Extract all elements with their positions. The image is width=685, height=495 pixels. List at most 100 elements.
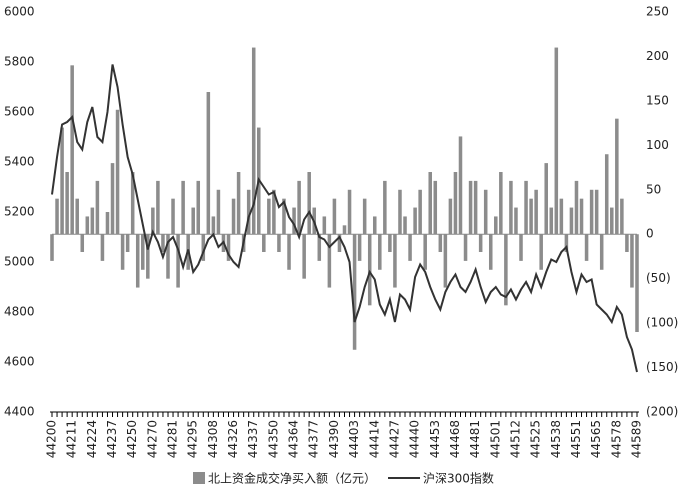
x-tick-label: 44578 (609, 420, 623, 458)
bar (246, 189, 251, 235)
bar (125, 234, 130, 252)
x-tick-label: 44350 (266, 420, 280, 458)
bar (458, 136, 463, 235)
x-tick-label: 44281 (166, 420, 180, 458)
bar (403, 216, 407, 235)
y2-tick-label: 200 (646, 49, 669, 63)
legend-swatch (193, 472, 205, 484)
bar (161, 234, 165, 252)
bar (146, 234, 150, 279)
bar (559, 198, 564, 235)
x-tick-label: 44224 (85, 420, 99, 458)
bar (262, 234, 266, 252)
x-tick-label: 44364 (287, 420, 301, 458)
bar (584, 234, 589, 261)
x-tick-label: 44551 (569, 420, 583, 458)
y2-tick-label: 250 (646, 5, 669, 19)
bar (196, 180, 201, 235)
bar (554, 47, 559, 235)
bar (206, 92, 211, 235)
y-tick-label: 5800 (4, 55, 35, 69)
bar (70, 65, 74, 235)
bar (569, 207, 574, 235)
bar (251, 47, 256, 235)
bar (141, 234, 145, 270)
bar (302, 234, 306, 279)
bar (231, 198, 236, 235)
y2-tick-label: (150) (646, 360, 678, 374)
y-tick-label: 5200 (4, 205, 35, 219)
y-tick-label: 5000 (4, 255, 35, 269)
x-tick-label: 44512 (508, 420, 522, 458)
bar (610, 207, 614, 235)
bar (448, 198, 453, 235)
bar (524, 180, 528, 235)
bar (534, 189, 538, 235)
y2-tick-label: 150 (646, 93, 669, 107)
y2-tick-label: (100) (646, 316, 678, 330)
x-tick-label: 44440 (408, 420, 422, 458)
bar (428, 172, 432, 235)
bar (171, 198, 175, 235)
bar (625, 234, 629, 252)
x-tick-label: 44390 (327, 420, 341, 458)
x-tick-label: 44211 (65, 420, 79, 458)
bar (337, 234, 342, 252)
bar (418, 189, 422, 235)
x-tick-label: 44525 (529, 420, 543, 458)
bar (226, 234, 231, 261)
bar (594, 189, 599, 235)
bar (277, 234, 281, 252)
x-tick-label: 44377 (307, 420, 321, 458)
bar (156, 180, 160, 235)
bar (342, 225, 347, 235)
bar (438, 234, 443, 252)
y-tick-label: 5600 (4, 105, 35, 119)
bar (267, 198, 271, 235)
x-tick-label: 44453 (428, 420, 442, 458)
bar (423, 234, 427, 270)
bar (488, 234, 493, 270)
bar (105, 212, 110, 235)
bar (453, 172, 458, 235)
x-tick-label: 44501 (488, 420, 502, 458)
bar (388, 234, 392, 252)
bar (352, 234, 357, 350)
bar (130, 172, 135, 235)
y2-tick-label: (200) (646, 405, 678, 419)
bar (151, 207, 155, 235)
bar (443, 234, 448, 288)
y-tick-label: 6000 (4, 5, 35, 19)
bar (201, 234, 206, 261)
bar (166, 234, 170, 279)
bar (80, 234, 85, 252)
bar (413, 207, 417, 235)
x-tick-label: 44481 (468, 420, 482, 458)
bar (216, 189, 221, 235)
bar (494, 216, 498, 235)
line (51, 64, 638, 373)
bar (135, 234, 140, 288)
bar (599, 234, 604, 270)
bar (95, 180, 100, 235)
bar (620, 198, 624, 235)
bar (332, 198, 337, 235)
x-tick-label: 44270 (145, 420, 159, 458)
bar (110, 163, 115, 235)
bar (282, 198, 286, 235)
bar (589, 189, 594, 235)
x-tick-label: 44427 (387, 420, 401, 458)
x-tick-label: 44237 (105, 420, 119, 458)
bar (483, 189, 488, 235)
bar (100, 234, 105, 261)
bar (297, 180, 301, 235)
bar (307, 172, 311, 235)
bar (287, 234, 291, 270)
bar (504, 234, 508, 306)
bar (50, 234, 54, 261)
x-tick-label: 44326 (226, 420, 240, 458)
bar (433, 180, 438, 235)
legend-label: 沪深300指数 (423, 471, 494, 486)
bar (544, 163, 548, 235)
y-tick-label: 5400 (4, 155, 35, 169)
